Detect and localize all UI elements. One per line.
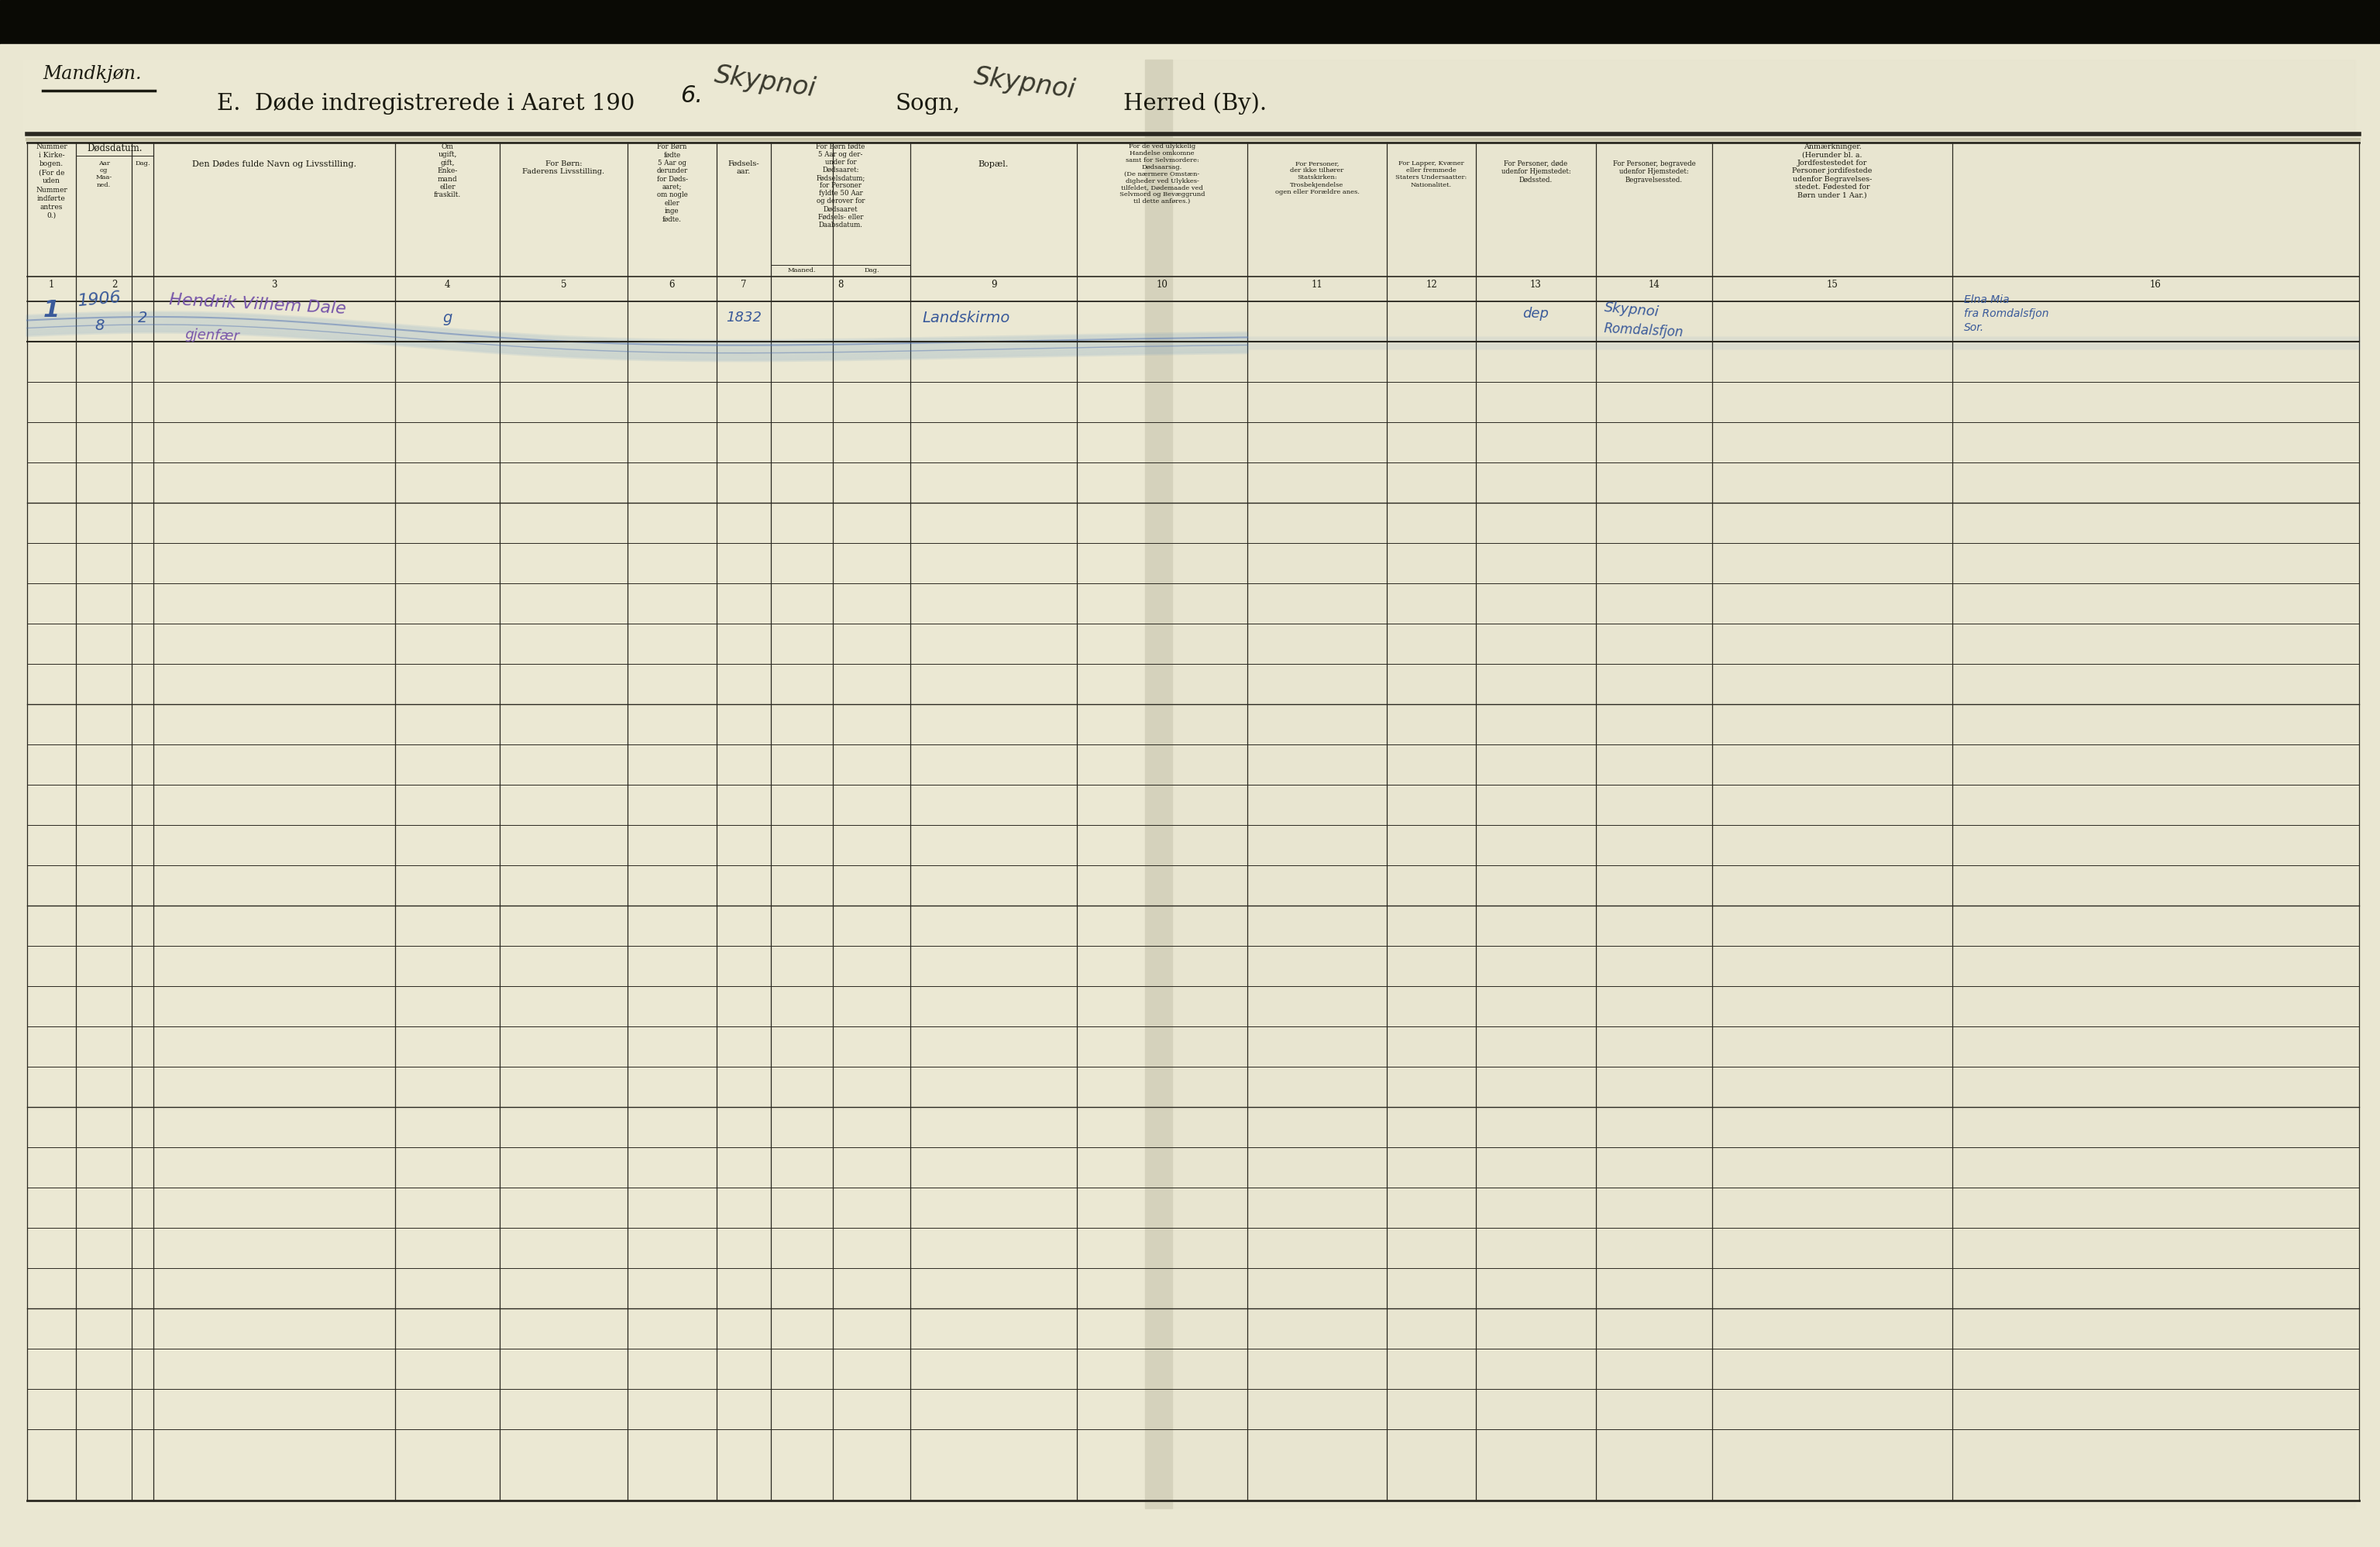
Text: Herred (By).: Herred (By). [1123, 93, 1266, 114]
Text: Landskirmo: Landskirmo [921, 311, 1009, 325]
Text: 6.: 6. [681, 85, 702, 107]
Text: Maaned.: Maaned. [788, 268, 816, 274]
Text: Bopæl.: Bopæl. [978, 161, 1009, 169]
Text: Dag.: Dag. [864, 268, 878, 274]
Text: 13: 13 [1530, 280, 1542, 289]
Text: For Personer,
der ikke tilhører
Statskirken:
Trosbekjendelse
ogen eller Forældre: For Personer, der ikke tilhører Statskir… [1276, 161, 1359, 195]
Text: 8: 8 [838, 280, 843, 289]
Text: 1906: 1906 [79, 291, 121, 309]
Text: 5: 5 [562, 280, 566, 289]
Text: dep: dep [1523, 306, 1549, 320]
Text: 6: 6 [669, 280, 676, 289]
Text: gjenfær: gjenfær [183, 328, 240, 343]
Text: Sor.: Sor. [1963, 322, 1985, 333]
Text: g: g [443, 311, 452, 325]
Bar [24, 60, 1154, 1508]
Text: Elna Mia: Elna Mia [1963, 294, 2009, 305]
Bar [1145, 60, 1173, 1508]
Text: Romdalsfjon: Romdalsfjon [1604, 322, 1685, 340]
Text: For Børn
fødte
5 Aar og
derunder
for Døds-
aaret;
om nogle
eller
inge
fødte.: For Børn fødte 5 Aar og derunder for Død… [657, 144, 688, 223]
Text: Anmærkninger.
(Herunder bl. a.
Jordfestestedet for
Personer jordifestede
udenfor: Anmærkninger. (Herunder bl. a. Jordfeste… [1792, 144, 1873, 198]
Text: Skypnoi: Skypnoi [1604, 300, 1659, 319]
Text: Sogn,: Sogn, [895, 93, 959, 114]
Text: Om
ugift,
gift,
Enke-
mand
eller
fraskilt.: Om ugift, gift, Enke- mand eller fraskil… [433, 144, 462, 198]
Text: 12: 12 [1426, 280, 1438, 289]
Text: Fødsels-
aar.: Fødsels- aar. [728, 161, 759, 175]
Text: Skypnoi: Skypnoi [973, 63, 1078, 104]
Text: 8: 8 [95, 319, 105, 333]
Text: 2: 2 [112, 280, 117, 289]
Text: For Børn:
Faderens Livsstilling.: For Børn: Faderens Livsstilling. [524, 161, 605, 175]
Text: fra Romdalsfjon: fra Romdalsfjon [1963, 308, 2049, 319]
Text: 10: 10 [1157, 280, 1169, 289]
Text: For de ved ulykkelig
Handelse omkomne
samt for Selvmordere:
Dødsaarsag.
(De nærm: For de ved ulykkelig Handelse omkomne sa… [1119, 144, 1204, 204]
Text: 1: 1 [48, 280, 55, 289]
Text: 2: 2 [138, 311, 148, 325]
Text: Skypnoi: Skypnoi [712, 62, 819, 102]
Text: For Børn fødte
5 Aar og der-
under for
Dødsaaret:
Fødselsdatum;
for Personer
fyl: For Børn fødte 5 Aar og der- under for D… [816, 144, 866, 227]
Text: Dag.: Dag. [136, 161, 150, 167]
Text: 7: 7 [740, 280, 747, 289]
Text: 14: 14 [1649, 280, 1659, 289]
Text: Hendrik Vilhem Dale: Hendrik Vilhem Dale [169, 292, 347, 317]
Text: For Personer, begravede
udenfor Hjemstedet:
Begravelsessted.: For Personer, begravede udenfor Hjemsted… [1614, 161, 1695, 184]
Text: 15: 15 [1825, 280, 1837, 289]
Text: For Personer, døde
udenfor Hjemstedet:
Dødssted.: For Personer, døde udenfor Hjemstedet: D… [1502, 161, 1571, 184]
Text: Den Dødes fulde Navn og Livsstilling.: Den Dødes fulde Navn og Livsstilling. [193, 161, 357, 169]
Text: 1: 1 [43, 299, 60, 322]
Bar [0, 0, 2380, 45]
Text: E.  Døde indregistrerede i Aaret 190: E. Døde indregistrerede i Aaret 190 [217, 93, 635, 114]
Text: Dødsdatum.: Dødsdatum. [88, 144, 143, 153]
Text: 11: 11 [1311, 280, 1323, 289]
Text: 16: 16 [2149, 280, 2161, 289]
Text: Nummer
i Kirke-
bogen.
(For de
uden
Nummer
indførte
antres
0.): Nummer i Kirke- bogen. (For de uden Numm… [36, 144, 67, 220]
Text: Aar
og
Maa-
ned.: Aar og Maa- ned. [95, 161, 112, 187]
Text: 3: 3 [271, 280, 276, 289]
Bar [1161, 60, 2356, 1508]
Text: 1832: 1832 [726, 311, 762, 325]
Text: Mandkjøn.: Mandkjøn. [43, 65, 140, 84]
Text: 9: 9 [990, 280, 997, 289]
Text: For Lapper, Kvæner
eller fremmede
Staters Undersaatter:
Nationalitet.: For Lapper, Kvæner eller fremmede Stater… [1395, 161, 1466, 187]
Text: 4: 4 [445, 280, 450, 289]
